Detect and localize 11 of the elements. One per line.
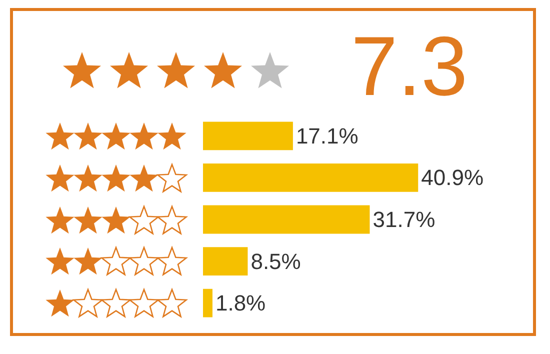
data-label: 1.8% [215, 290, 266, 316]
data-label: 17.1% [296, 123, 358, 148]
bar [203, 247, 248, 276]
bar [203, 288, 212, 318]
data-label: 31.7% [372, 207, 436, 232]
data-label: 8.5% [250, 248, 301, 274]
data-label: 40.9% [421, 165, 484, 190]
bar [203, 122, 293, 150]
bar [203, 163, 418, 192]
text: 7.3 [351, 19, 468, 113]
bar [203, 205, 370, 234]
